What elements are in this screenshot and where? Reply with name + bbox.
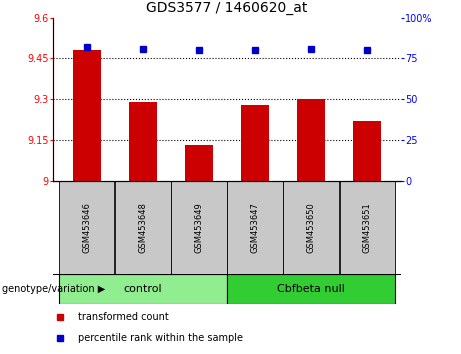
Bar [73,50,101,181]
Bar [171,181,227,274]
Bar [59,181,114,274]
Bar [227,181,283,274]
Text: GSM453647: GSM453647 [251,202,260,253]
Bar [115,181,171,274]
Text: Cbfbeta null: Cbfbeta null [278,284,345,295]
Bar [297,99,325,181]
Bar [284,181,339,274]
Text: genotype/variation ▶: genotype/variation ▶ [2,284,106,295]
Bar [129,102,157,181]
Bar [185,145,213,181]
Bar [227,274,395,304]
Text: percentile rank within the sample: percentile rank within the sample [78,333,243,343]
Text: GSM453650: GSM453650 [307,202,316,253]
Text: transformed count: transformed count [78,312,169,322]
Text: GSM453648: GSM453648 [138,202,148,253]
Bar [353,121,381,181]
Text: GSM453646: GSM453646 [82,202,91,253]
Text: GSM453649: GSM453649 [195,202,203,253]
Bar [340,181,395,274]
Title: GDS3577 / 1460620_at: GDS3577 / 1460620_at [146,1,308,15]
Text: GSM453651: GSM453651 [363,202,372,253]
Text: control: control [124,284,162,295]
Bar [59,274,227,304]
Bar [241,104,269,181]
